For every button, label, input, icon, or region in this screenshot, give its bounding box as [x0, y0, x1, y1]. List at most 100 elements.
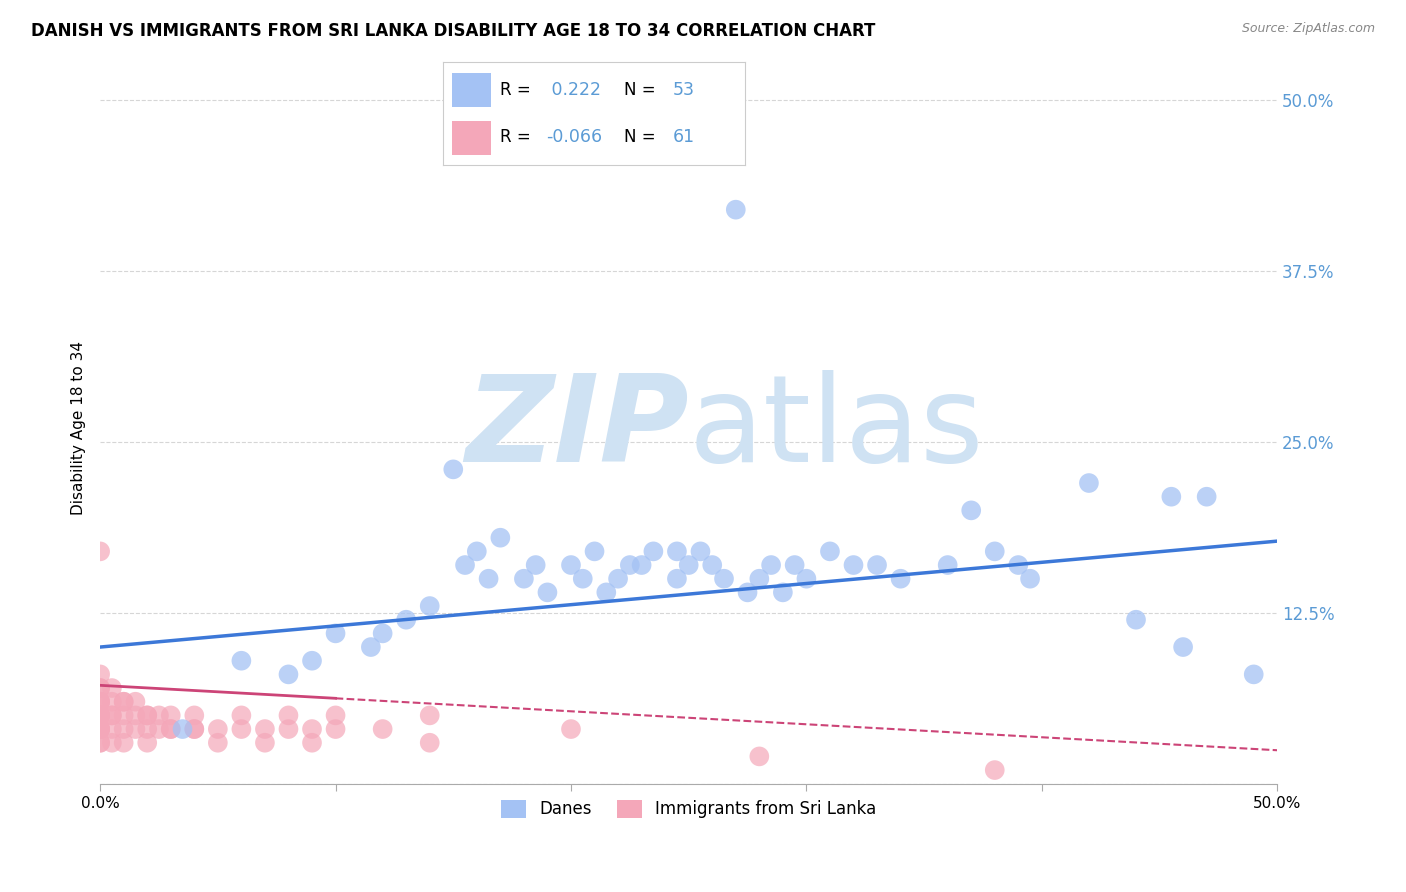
Point — [231, 708, 253, 723]
Point — [524, 558, 547, 572]
Point — [513, 572, 536, 586]
Point — [665, 544, 688, 558]
Point — [713, 572, 735, 586]
Point — [136, 708, 159, 723]
Point — [89, 722, 111, 736]
Point — [89, 681, 111, 695]
Point — [960, 503, 983, 517]
Point — [1243, 667, 1265, 681]
Point — [231, 654, 253, 668]
Point — [101, 708, 124, 723]
Point — [89, 708, 111, 723]
Point — [489, 531, 512, 545]
Point — [301, 736, 323, 750]
Point — [643, 544, 665, 558]
Point — [301, 722, 323, 736]
Point — [842, 558, 865, 572]
Point — [89, 736, 111, 750]
Bar — [451, 73, 491, 106]
Point — [419, 599, 441, 613]
Point — [172, 722, 194, 736]
Point — [148, 708, 170, 723]
Point — [571, 572, 593, 586]
Point — [183, 722, 205, 736]
Point — [607, 572, 630, 586]
Point — [183, 722, 205, 736]
Point — [595, 585, 617, 599]
Point — [1171, 640, 1194, 654]
Point — [441, 462, 464, 476]
Point — [277, 722, 299, 736]
Text: -0.066: -0.066 — [546, 128, 602, 146]
Point — [112, 736, 135, 750]
Point — [89, 722, 111, 736]
Text: N =: N = — [624, 80, 661, 99]
Point — [159, 708, 181, 723]
Point — [136, 722, 159, 736]
Legend: Danes, Immigrants from Sri Lanka: Danes, Immigrants from Sri Lanka — [495, 793, 883, 825]
Text: ZIP: ZIP — [465, 370, 689, 487]
Point — [665, 572, 688, 586]
Point — [89, 708, 111, 723]
Text: 61: 61 — [672, 128, 695, 146]
Point — [159, 722, 181, 736]
Point — [148, 722, 170, 736]
Point — [89, 544, 111, 558]
Point — [89, 722, 111, 736]
Point — [325, 626, 347, 640]
Point — [253, 722, 276, 736]
Point — [207, 736, 229, 750]
Text: DANISH VS IMMIGRANTS FROM SRI LANKA DISABILITY AGE 18 TO 34 CORRELATION CHART: DANISH VS IMMIGRANTS FROM SRI LANKA DISA… — [31, 22, 876, 40]
Point — [89, 722, 111, 736]
Point — [678, 558, 700, 572]
Point — [1195, 490, 1218, 504]
Point — [136, 736, 159, 750]
Point — [124, 695, 146, 709]
Point — [536, 585, 558, 599]
Point — [183, 708, 205, 723]
Point — [465, 544, 488, 558]
Text: R =: R = — [501, 128, 536, 146]
Point — [1077, 476, 1099, 491]
Point — [360, 640, 382, 654]
Text: 0.222: 0.222 — [546, 80, 600, 99]
Point — [984, 544, 1007, 558]
Point — [89, 695, 111, 709]
Point — [419, 708, 441, 723]
Point — [112, 708, 135, 723]
Point — [371, 722, 394, 736]
Point — [1007, 558, 1029, 572]
Point — [159, 722, 181, 736]
Point — [560, 558, 582, 572]
Point — [89, 695, 111, 709]
Point — [301, 654, 323, 668]
Text: 53: 53 — [672, 80, 695, 99]
Point — [818, 544, 841, 558]
Point — [737, 585, 759, 599]
Bar — [451, 121, 491, 155]
Point — [112, 695, 135, 709]
Point — [1125, 613, 1147, 627]
Point — [748, 749, 770, 764]
Text: atlas: atlas — [689, 370, 984, 487]
Point — [101, 708, 124, 723]
Text: Source: ZipAtlas.com: Source: ZipAtlas.com — [1241, 22, 1375, 36]
Point — [101, 722, 124, 736]
Y-axis label: Disability Age 18 to 34: Disability Age 18 to 34 — [72, 342, 86, 516]
Point — [1019, 572, 1042, 586]
Point — [101, 681, 124, 695]
Point — [89, 681, 111, 695]
Point — [419, 736, 441, 750]
Point — [124, 722, 146, 736]
Point — [325, 708, 347, 723]
Point — [630, 558, 652, 572]
Point — [560, 722, 582, 736]
Point — [112, 695, 135, 709]
Point — [277, 708, 299, 723]
Text: N =: N = — [624, 128, 661, 146]
Point — [619, 558, 641, 572]
Point — [583, 544, 606, 558]
Point — [207, 722, 229, 736]
Point — [89, 708, 111, 723]
Point — [395, 613, 418, 627]
